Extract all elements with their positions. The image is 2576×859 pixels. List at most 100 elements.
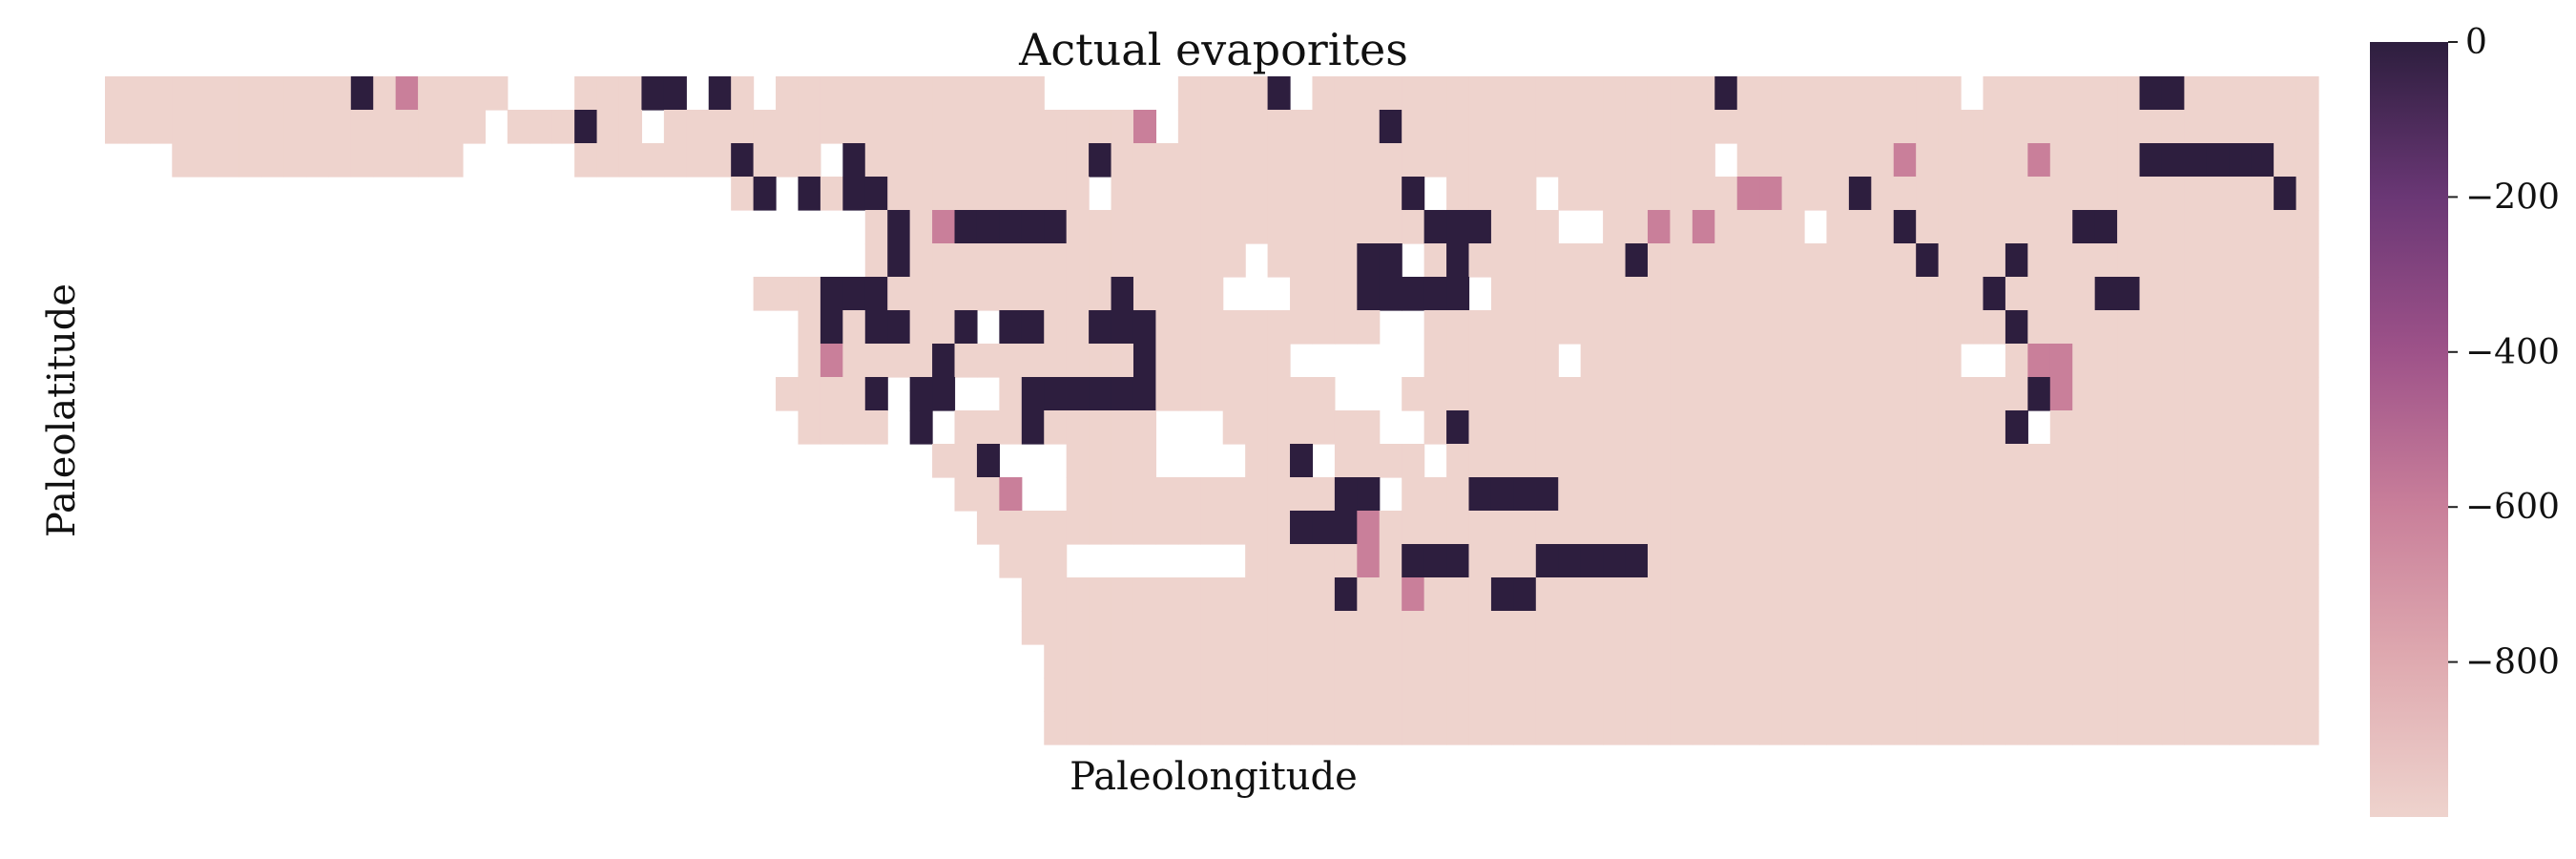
heatmap-cell: [462, 110, 486, 144]
heatmap-cell: [1312, 143, 1336, 178]
heatmap-cell: [2027, 110, 2051, 144]
heatmap-cell: [820, 377, 843, 411]
heatmap-cell: [1961, 577, 1984, 612]
heatmap-cell: [1111, 444, 1134, 478]
heatmap-cell: [1066, 410, 1090, 445]
heatmap-cell: [2161, 477, 2185, 512]
heatmap-cell: [1692, 310, 1715, 345]
heatmap-cell: [1222, 678, 1246, 712]
heatmap-cell: [1513, 243, 1537, 278]
heatmap-cell: [798, 110, 821, 144]
heatmap-cell: [2229, 511, 2253, 545]
heatmap-cell: [954, 76, 978, 111]
heatmap-cell: [887, 76, 911, 111]
heatmap-cell: [1245, 410, 1269, 445]
heatmap-cell: [1692, 711, 1715, 745]
heatmap-cell: [708, 110, 732, 144]
heatmap-cell: [1961, 611, 1984, 645]
heatmap-cell: [1111, 644, 1134, 679]
heatmap-cell: [2049, 544, 2073, 578]
heatmap-cell: [1290, 511, 1314, 545]
heatmap-cell: [1267, 577, 1291, 612]
heatmap-cell: [909, 110, 933, 144]
heatmap-cell: [2161, 177, 2185, 211]
heatmap-cell: [2139, 511, 2163, 545]
heatmap-cell: [1759, 143, 1783, 178]
heatmap-cell: [1334, 210, 1358, 244]
heatmap-cell: [2139, 143, 2163, 178]
heatmap-cell: [641, 76, 665, 111]
heatmap-cell: [2005, 277, 2028, 311]
heatmap-cell: [418, 76, 442, 111]
heatmap-cell: [1267, 444, 1291, 478]
heatmap-cell: [1736, 243, 1760, 278]
heatmap-cell: [1736, 110, 1760, 144]
heatmap-cell: [1066, 511, 1090, 545]
heatmap-cell: [2229, 143, 2253, 178]
heatmap-cell: [954, 277, 978, 311]
heatmap-cell: [1916, 76, 1940, 111]
heatmap-cell: [1132, 611, 1157, 645]
heatmap-cell: [1089, 477, 1112, 512]
heatmap-cell: [1267, 678, 1291, 712]
heatmap-cells: [105, 76, 2319, 745]
heatmap-cell: [1446, 277, 1470, 311]
heatmap-cell: [1423, 210, 1447, 244]
heatmap-cell: [1804, 76, 1828, 111]
heatmap-cell: [1379, 210, 1402, 244]
heatmap-cell: [1670, 143, 1693, 178]
heatmap-cell: [932, 110, 956, 144]
heatmap-cell: [1111, 410, 1134, 445]
heatmap-cell: [976, 477, 1000, 512]
heatmap-cell: [2206, 477, 2230, 512]
heatmap-cell: [1177, 511, 1201, 545]
heatmap-cell: [1603, 577, 1627, 612]
heatmap-cell: [1916, 577, 1940, 612]
heatmap-cell: [1647, 711, 1671, 745]
heatmap-cell: [2229, 444, 2253, 478]
heatmap-cell: [842, 110, 866, 144]
heatmap-cell: [1558, 477, 1582, 512]
heatmap-cell: [1423, 143, 1447, 178]
heatmap-cell: [2027, 611, 2051, 645]
heatmap-cell: [1021, 611, 1045, 645]
heatmap-cell: [1468, 344, 1492, 378]
heatmap-cell: [1177, 711, 1201, 745]
heatmap-cell: [954, 344, 978, 378]
heatmap-cell: [2049, 410, 2073, 445]
heatmap-cell: [1983, 444, 2006, 478]
heatmap-cell: [1177, 110, 1201, 144]
heatmap-cell: [1714, 544, 1738, 578]
heatmap-cell: [2161, 711, 2185, 745]
heatmap-cell: [1513, 210, 1537, 244]
heatmap-cell: [283, 76, 307, 111]
heatmap-cell: [1580, 410, 1604, 445]
heatmap-cell: [1804, 678, 1828, 712]
heatmap-cell: [1490, 577, 1514, 612]
heatmap-cell: [1044, 544, 1068, 578]
heatmap-cell: [1916, 444, 1940, 478]
heatmap-cell: [1334, 644, 1358, 679]
heatmap-cell: [1580, 377, 1604, 411]
heatmap-cell: [1983, 711, 2006, 745]
heatmap-cell: [1513, 678, 1537, 712]
heatmap-cell: [1558, 377, 1582, 411]
heatmap-cell: [1736, 277, 1760, 311]
heatmap-cell: [776, 143, 800, 178]
heatmap-cell: [1580, 678, 1604, 712]
heatmap-cell: [909, 143, 933, 178]
heatmap-cell: [2094, 143, 2118, 178]
heatmap-cell: [909, 410, 933, 445]
heatmap-cell: [1692, 644, 1715, 679]
heatmap-cell: [1871, 544, 1895, 578]
heatmap-cell: [932, 143, 956, 178]
heatmap-cell: [2049, 277, 2073, 311]
heatmap-cell: [2161, 310, 2185, 345]
heatmap-cell: [1490, 511, 1514, 545]
heatmap-cell: [1021, 277, 1045, 311]
heatmap-cell: [1334, 444, 1358, 478]
heatmap-cell: [2184, 577, 2208, 612]
heatmap-cell: [864, 110, 888, 144]
heatmap-cell: [2251, 344, 2275, 378]
heatmap-cell: [1066, 644, 1090, 679]
